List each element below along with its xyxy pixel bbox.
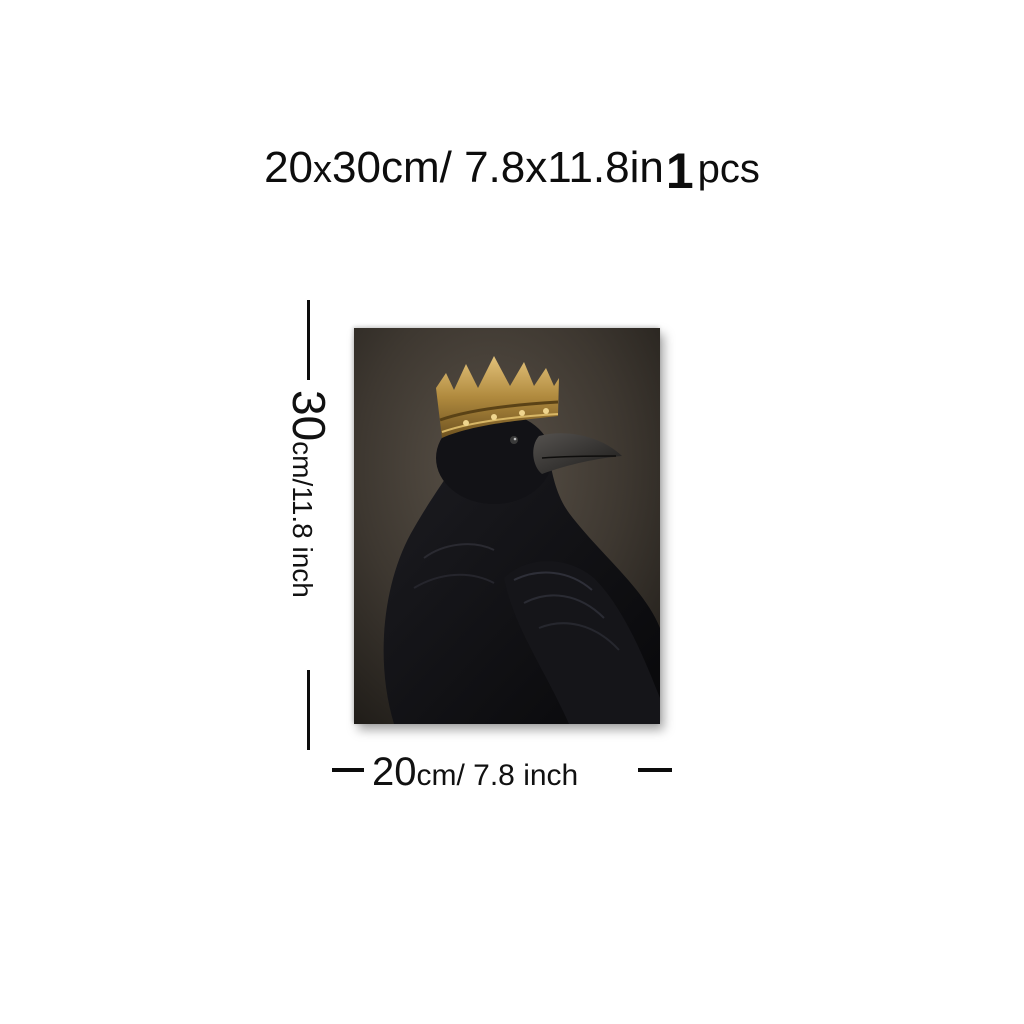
- raven-image: [354, 328, 660, 724]
- width-bar-left: [332, 768, 364, 772]
- width-number: 20: [372, 750, 417, 794]
- headline-times-sign: x: [313, 149, 333, 191]
- height-bar-top: [307, 300, 310, 380]
- height-number: 30: [283, 390, 335, 442]
- width-unit: cm/ 7.8 inch: [416, 759, 579, 792]
- headline-dimensions: 30cm/ 7.8x11.8in: [332, 143, 664, 192]
- canvas-print: [354, 328, 660, 724]
- headline-width-number: 20: [264, 143, 314, 192]
- height-bar-bottom: [307, 670, 310, 750]
- width-label: 20cm/ 7.8 inch: [372, 750, 578, 795]
- size-headline: 20x30cm/ 7.8x11.8in1 pcs: [0, 136, 1024, 199]
- crown-icon: [436, 356, 559, 438]
- height-label: 30cm/11.8 inch: [276, 390, 340, 650]
- quantity-unit: pcs: [697, 147, 760, 191]
- width-bar-right: [638, 768, 672, 772]
- height-unit: cm/11.8 inch: [287, 441, 318, 598]
- quantity-number: 1: [665, 143, 694, 199]
